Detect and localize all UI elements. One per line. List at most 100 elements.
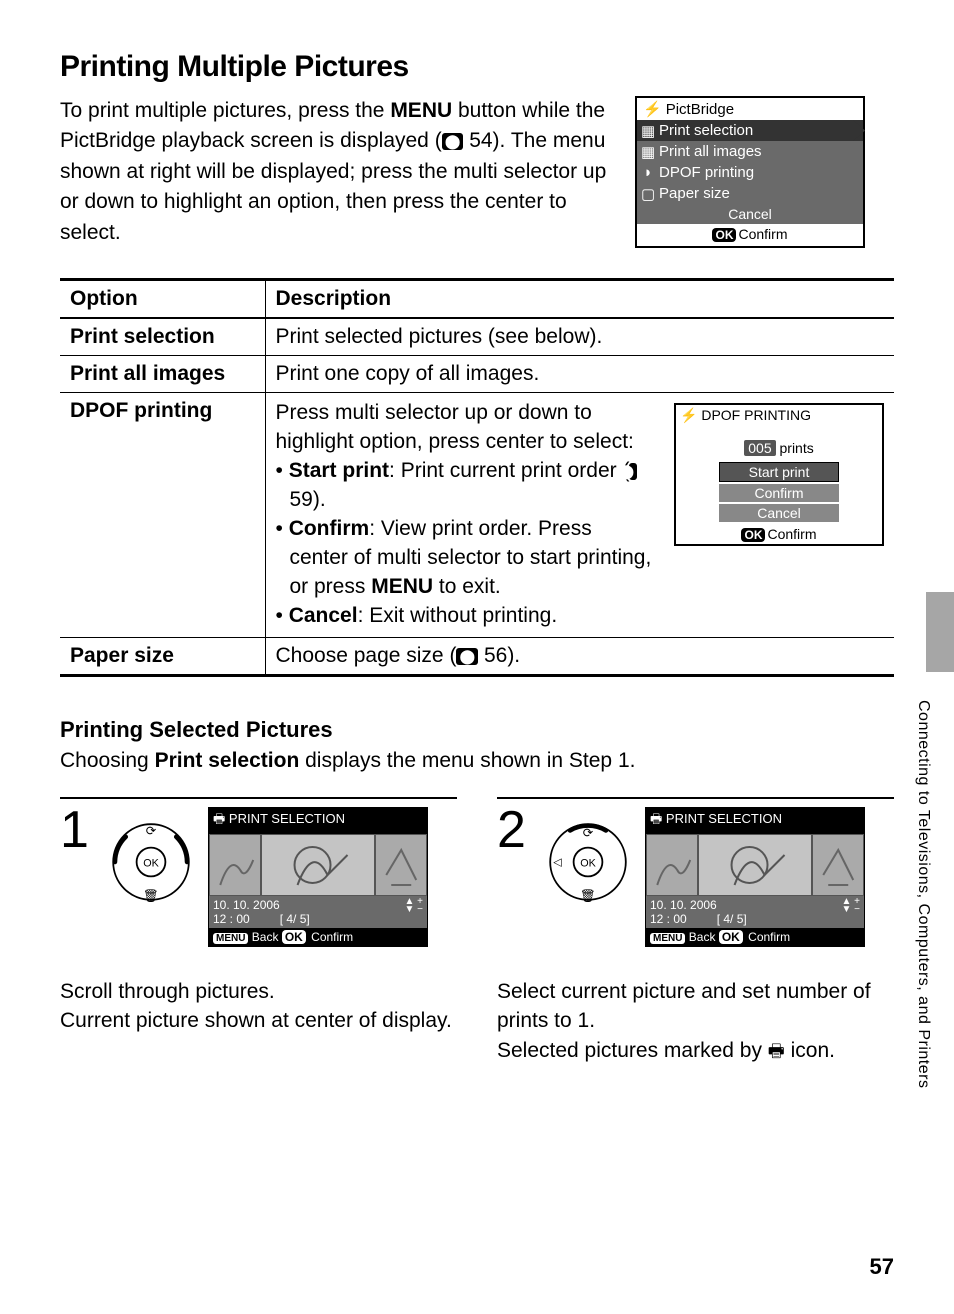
step2-cap1: Select current picture and set number of… <box>497 980 871 1032</box>
ps-title: PRINT SELECTION <box>666 811 782 826</box>
thumbnail <box>375 834 427 896</box>
lcd-title-text: PictBridge <box>666 101 734 118</box>
menu-item-print-all: ▦ Print all images <box>637 141 863 162</box>
ps-back: Back <box>689 930 716 944</box>
menu-item-label: Print selection <box>659 122 753 139</box>
sub-intro: Choosing Print selection displays the me… <box>60 749 894 773</box>
bullet-text: : Exit without printing. <box>358 604 558 627</box>
ps-time: 12 : 00 <box>213 912 250 926</box>
thumbnail <box>812 834 864 896</box>
ps-thumbnails <box>209 834 427 896</box>
bullet-bold: Cancel <box>289 604 358 627</box>
reference-icon: ⬤ <box>456 648 478 665</box>
ps-footer: MENU Back OK Confirm <box>646 928 864 946</box>
option-desc: Choose page size (⬤ 56). <box>265 637 894 675</box>
print-count-label: prints <box>776 440 814 456</box>
paper-desc-a: Choose page size ( <box>276 644 457 667</box>
sub-heading: Printing Selected Pictures <box>60 717 894 743</box>
reference-icon: ⬤ <box>442 133 464 150</box>
step-2: 2 OK ⟳ ◁ 🗑 🖶 PRINT SELECTION <box>497 797 894 1065</box>
svg-text:🗑: 🗑 <box>580 889 596 903</box>
bullet-text2: to exit. <box>433 575 501 598</box>
ps-thumbnails <box>646 834 864 896</box>
dpof-icon: ◗ <box>641 164 655 181</box>
step-number: 2 <box>497 807 531 854</box>
sub-intro-b: Print selection <box>155 749 300 772</box>
ok-icon: OK <box>282 930 306 944</box>
menu-item-dpof: ◗ DPOF printing <box>637 162 863 183</box>
option-name: Print selection <box>60 318 265 356</box>
thumbnail <box>646 834 698 896</box>
grid-icon: ▦ <box>641 143 655 161</box>
sub-intro-c: displays the menu shown in Step 1. <box>299 749 635 772</box>
print-selection-screen: 🖶 PRINT SELECTION <box>645 807 865 947</box>
dpof-opt-cancel: Cancel <box>719 504 839 522</box>
dpof-confirm-text: Confirm <box>767 526 816 542</box>
ps-time: 12 : 00 <box>650 912 687 926</box>
menu-item-label: Print all images <box>659 143 762 160</box>
ps-meta-row: 10. 10. 2006 12 : 00 [ 4/ 5] ▲ +▼ − <box>209 896 427 928</box>
print-selection-screen: 🖶 PRINT SELECTION <box>208 807 428 947</box>
table-header-description: Description <box>265 280 894 319</box>
ps-title-bar: 🖶 PRINT SELECTION <box>646 808 864 834</box>
menu-icon: MENU <box>213 933 248 944</box>
svg-text:🗑: 🗑 <box>143 889 159 903</box>
ps-back: Back <box>252 930 279 944</box>
reference-icon: ⬤ <box>629 463 637 480</box>
ok-icon: OK <box>712 228 736 242</box>
menu-item-label: DPOF printing <box>659 164 754 181</box>
lcd-confirm-text: Confirm <box>738 226 787 242</box>
dpof-print-count: 005 prints <box>676 426 882 462</box>
dpof-opt-confirm: Confirm <box>719 484 839 502</box>
ps-counter: [ 4/ 5] <box>280 912 310 926</box>
intro-text-1: To print multiple pictures, press the <box>60 99 390 122</box>
lcd-confirm-row: OKConfirm <box>637 224 863 244</box>
ps-meta-row: 10. 10. 2006 12 : 00 [ 4/ 5] ▲ +▼ − <box>646 896 864 928</box>
step1-caption: Scroll through pictures. Current picture… <box>60 977 457 1036</box>
ps-footer: MENU Back OK Confirm <box>209 928 427 946</box>
pictbridge-icon: ⚡ <box>643 100 662 118</box>
sub-intro-a: Choosing <box>60 749 155 772</box>
ps-confirm: Confirm <box>748 930 790 944</box>
lcd-title: ⚡ PictBridge <box>637 98 863 120</box>
plus-minus-icon: ▲ +▼ − <box>841 898 860 926</box>
bullet-start-print: Start print: Print current print order (… <box>290 457 655 515</box>
print-count-number: 005 <box>744 440 775 456</box>
table-header-option: Option <box>60 280 265 319</box>
menu-icon: MENU <box>650 933 685 944</box>
plus-minus-icon: ▲ +▼ − <box>404 898 423 926</box>
thumbnail <box>209 834 261 896</box>
dpof-lead: Press multi selector up or down to highl… <box>276 401 634 453</box>
option-name: Paper size <box>60 637 265 675</box>
bullet-confirm: Confirm: View print order. Press center … <box>290 515 655 602</box>
table-row: Print selection Print selected pictures … <box>60 318 894 356</box>
dpof-screen-title: ⚡ DPOF PRINTING <box>676 405 882 426</box>
table-row: Print all images Print one copy of all i… <box>60 356 894 393</box>
bullet-cancel: Cancel: Exit without printing. <box>290 602 655 631</box>
step-1: 1 OK ⟳ 🗑 🖶 PRINT SELECTION <box>60 797 457 1065</box>
multi-selector-up-icon: OK ⟳ ◁ 🗑 <box>543 817 633 907</box>
dpof-title-text: DPOF PRINTING <box>701 407 811 423</box>
option-name: DPOF printing <box>60 393 265 638</box>
step-number: 1 <box>60 807 94 854</box>
step2-cap2a: Selected pictures marked by <box>497 1039 768 1062</box>
bullet-bold: Start print <box>289 459 389 482</box>
step1-cap1: Scroll through pictures. <box>60 980 275 1003</box>
menu-item-label: Paper size <box>659 185 730 202</box>
grid-icon: ▦ <box>641 122 655 140</box>
bullet-ref: 59). <box>290 488 326 511</box>
ps-title-bar: 🖶 PRINT SELECTION <box>209 808 427 834</box>
table-row: DPOF printing Press multi selector up or… <box>60 393 894 638</box>
printer-icon: 🖶 <box>650 811 662 826</box>
step2-cap2b: icon. <box>785 1039 835 1062</box>
svg-text:⟳: ⟳ <box>146 824 157 838</box>
dpof-screen: ⚡ DPOF PRINTING 005 prints Start print C… <box>674 403 884 546</box>
page-title: Printing Multiple Pictures <box>60 50 894 84</box>
step2-caption: Select current picture and set number of… <box>497 977 894 1065</box>
thumbnail-current <box>261 834 374 896</box>
bullet-menu: MENU <box>371 575 433 598</box>
option-desc: Print one copy of all images. <box>265 356 894 393</box>
step1-cap2: Current picture shown at center of displ… <box>60 1009 452 1032</box>
menu-item-paper-size: ▢ Paper size <box>637 183 863 204</box>
lcd-cancel: Cancel <box>637 204 863 224</box>
